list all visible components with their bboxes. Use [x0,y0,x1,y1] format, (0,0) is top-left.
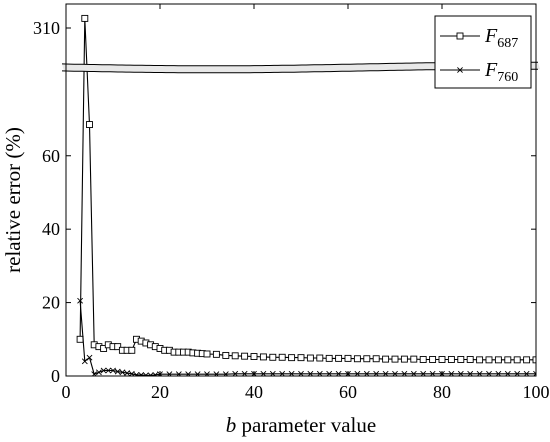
marker-687-43 [353,355,361,363]
marker-760-8 [114,368,121,375]
legend-marker-687 [456,32,464,40]
marker-760-14 [142,372,149,376]
x-tick-label-80: 80 [433,382,451,402]
x-axis-label-text: parameter value [236,413,376,437]
marker-687-8 [114,343,122,351]
marker-687-53 [447,356,455,363]
marker-687-5 [100,345,108,352]
marker-760-15 [147,372,154,376]
axis-break-band [62,62,540,73]
marker-687-48 [400,355,408,363]
marker-760-13 [138,371,145,376]
y-tick-label-0: 0 [51,366,60,386]
marker-760-10 [124,370,131,376]
legend-label-name: F [484,25,498,47]
marker-687-55 [466,356,474,363]
legend-label-760: F760 [484,59,518,85]
y-tick-label-upper: 310 [33,18,60,38]
marker-760-16 [152,371,159,376]
marker-687-28 [212,350,220,358]
marker-687-60 [513,356,521,364]
axes: 0 20 40 60 80 100 0 20 40 60 310 b parameter value r… [1,3,550,437]
marker-687-45 [372,355,380,363]
legend-label-687: F687 [484,25,518,51]
axes-frame [65,3,537,377]
marker-687-54 [457,356,465,363]
marker-760-7 [110,367,116,374]
marker-760-4 [95,369,102,376]
marker-687-0 [76,335,84,343]
marker-687-51 [429,356,437,363]
marker-687-59 [504,356,512,364]
x-axis-label-variable: b [226,413,237,437]
marker-687-2 [86,121,93,129]
x-axis-label: b parameter value [226,413,376,437]
y-tick-label-60: 60 [42,146,60,166]
marker-687-58 [494,356,502,364]
marker-760-9 [119,369,126,376]
y-tick-label-20: 20 [42,293,60,313]
marker-687-47 [391,355,399,363]
marker-687-31 [241,352,249,360]
marker-687-62 [532,356,536,364]
marker-687-36 [288,354,296,362]
marker-687-30 [231,352,239,360]
marker-760-1 [81,358,88,365]
legend-marker-760 [457,67,463,73]
marker-687-57 [485,356,493,364]
marker-687-11 [128,346,136,354]
marker-687-42 [344,354,352,362]
marker-687-46 [382,355,390,363]
marker-687-34 [269,353,277,361]
series-line-f760 [79,300,536,376]
x-tick-label-40: 40 [245,382,263,402]
marker-687-39 [316,354,324,362]
marker-760-0 [77,297,84,304]
y-tick-label-40: 40 [42,219,60,239]
marker-687-49 [410,355,418,363]
x-tick-label-60: 60 [339,382,357,402]
marker-687-33 [259,353,267,361]
marker-760-12 [133,371,140,376]
marker-760-6 [105,367,112,374]
marker-687-52 [438,356,446,363]
marker-687-41 [335,354,343,362]
marker-687-32 [250,353,258,360]
legend-box [434,15,532,89]
marker-760-2 [86,354,93,361]
legend-label-name: F [484,59,498,81]
marker-760-5 [100,367,107,374]
marker-687-35 [278,353,286,361]
marker-687-50 [419,356,427,363]
marker-687-1 [81,14,89,22]
marker-687-37 [297,354,305,362]
marker-687-44 [363,355,371,363]
marker-687-27 [203,350,211,358]
legend-label-subscript: 687 [497,36,518,51]
marker-687-61 [523,356,531,364]
marker-687-40 [325,354,333,362]
marker-687-56 [476,356,484,364]
y-axis-label: relative error (%) [1,127,25,273]
marker-687-38 [306,354,314,362]
legend-label-subscript: 760 [497,70,518,85]
x-tick-label-100: 100 [523,382,550,402]
x-tick-label-0: 0 [62,382,71,402]
marker-687-29 [222,351,230,359]
x-tick-label-20: 20 [151,382,169,402]
